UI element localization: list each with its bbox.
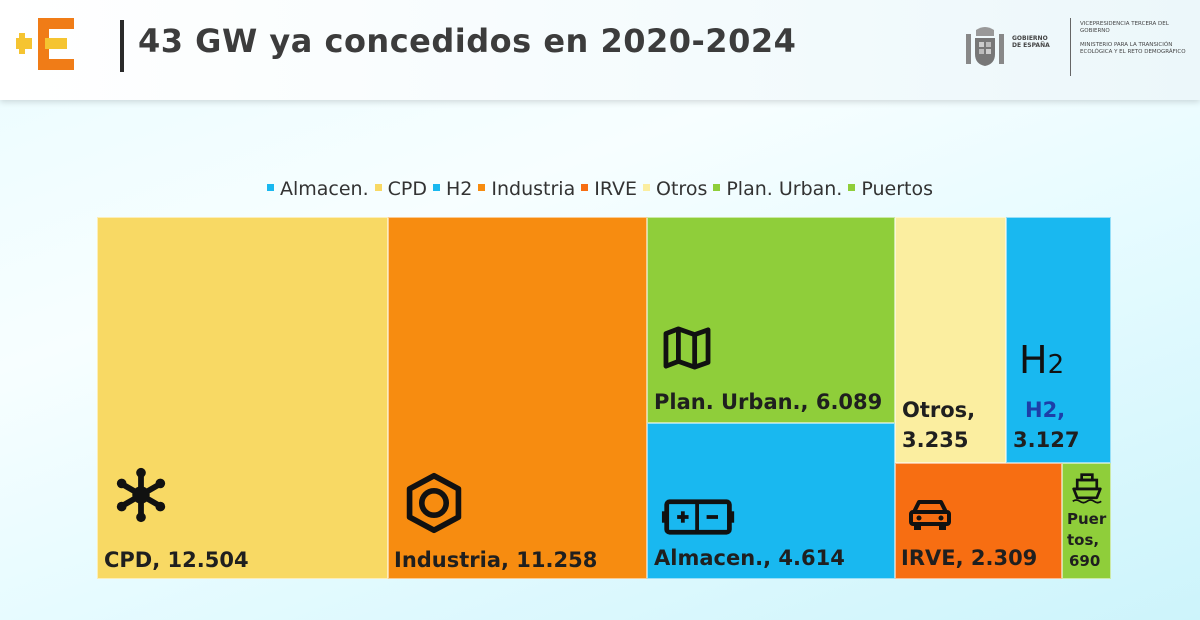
tile-industria: Industria, 11.258 (388, 217, 647, 579)
h2-icon: H2 (1019, 338, 1065, 382)
chart-legend: Almacen. CPD H2 Industria IRVE Otros Plan. Urb… (0, 178, 1200, 200)
legend-item: Plan. Urban. (713, 178, 842, 200)
tile-h2: H2 H2, 3.127 (1006, 217, 1111, 463)
legend-swatch (643, 184, 651, 191)
brand-logo-icon (16, 18, 74, 70)
tile-label-otros-value: 3.235 (902, 428, 969, 452)
legend-swatch (581, 184, 589, 191)
government-divider (1070, 18, 1071, 76)
map-icon (663, 326, 711, 370)
legend-swatch (848, 184, 856, 191)
legend-item: Industria (478, 178, 575, 200)
tile-label-puertos-1: Puer (1067, 510, 1107, 528)
page-title: 43 GW ya concedidos en 2020-2024 (138, 22, 797, 60)
legend-item: Otros (643, 178, 707, 200)
tile-label-puertos-3: 690 (1069, 552, 1101, 570)
legend-label: Industria (491, 178, 576, 200)
legend-swatch (374, 184, 382, 191)
hex-nut-icon (406, 472, 462, 534)
legend-swatch (266, 184, 274, 191)
tile-label-irve: IRVE, 2.309 (901, 546, 1038, 570)
tile-label-h2-value: 3.127 (1013, 428, 1080, 452)
legend-item: CPD (374, 178, 427, 200)
tile-puertos: Puer tos, 690 (1062, 463, 1111, 579)
battery-icon (661, 499, 735, 535)
legend-swatch (433, 184, 440, 191)
tile-label-plan-urban: Plan. Urban., 6.089 (654, 390, 883, 414)
ministry-name: MINISTERIO PARA LA TRANSICIÓN ECOLÓGICA … (1080, 42, 1186, 55)
legend-label: Otros (656, 178, 708, 200)
legend-label: Almacen. (279, 178, 369, 200)
legend-label: H2 (446, 178, 473, 200)
legend-label: Puertos (861, 178, 933, 200)
legend-swatch (713, 184, 721, 191)
network-hub-icon (116, 467, 166, 523)
tile-almacen: Almacen., 4.614 (647, 423, 895, 579)
vicepresidency-name: VICEPRESIDENCIA TERCERA DEL GOBIERNO (1080, 21, 1169, 34)
coat-of-arms-icon (966, 27, 1004, 66)
legend-label: Plan. Urban. (726, 178, 843, 200)
legend-swatch (478, 184, 486, 191)
legend-label: CPD (387, 178, 427, 200)
header-bar: 43 GW ya concedidos en 2020-2024 GOBIERN… (0, 0, 1200, 100)
tile-label-cpd: CPD, 12.504 (104, 548, 249, 572)
legend-item: Puertos (848, 178, 933, 200)
tile-cpd: CPD, 12.504 (97, 217, 388, 579)
government-name: GOBIERNO DE ESPAÑA (1012, 35, 1050, 49)
ship-icon (1072, 473, 1102, 504)
title-divider (120, 20, 124, 72)
tile-plan-urban: Plan. Urban., 6.089 (647, 217, 895, 423)
legend-item: H2 (433, 178, 472, 200)
legend-label: IRVE (594, 178, 638, 200)
government-logo: GOBIERNO DE ESPAÑA VICEPRESIDENCIA TERCE… (962, 18, 1192, 78)
tile-label-almacen: Almacen., 4.614 (654, 546, 845, 570)
car-icon (909, 500, 951, 530)
tile-irve: IRVE, 2.309 (895, 463, 1062, 579)
tile-label-h2-name: H2, (1025, 398, 1066, 422)
tile-label-industria: Industria, 11.258 (394, 548, 598, 572)
tile-label-puertos-2: tos, (1067, 531, 1100, 549)
tile-otros: Otros, 3.235 (895, 217, 1006, 463)
legend-item: Almacen. (266, 178, 369, 200)
tile-label-otros-name: Otros, (902, 398, 976, 422)
legend-item: IRVE (581, 178, 637, 200)
